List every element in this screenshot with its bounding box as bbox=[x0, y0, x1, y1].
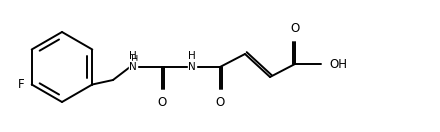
Text: N: N bbox=[188, 62, 196, 72]
Text: H: H bbox=[188, 51, 196, 61]
Text: OH: OH bbox=[329, 58, 347, 70]
Text: F: F bbox=[18, 78, 25, 91]
Text: N: N bbox=[129, 62, 137, 72]
Text: O: O bbox=[215, 96, 225, 109]
Text: O: O bbox=[158, 96, 167, 109]
Text: H: H bbox=[129, 51, 137, 61]
Text: O: O bbox=[290, 22, 300, 35]
Text: H: H bbox=[131, 55, 139, 65]
